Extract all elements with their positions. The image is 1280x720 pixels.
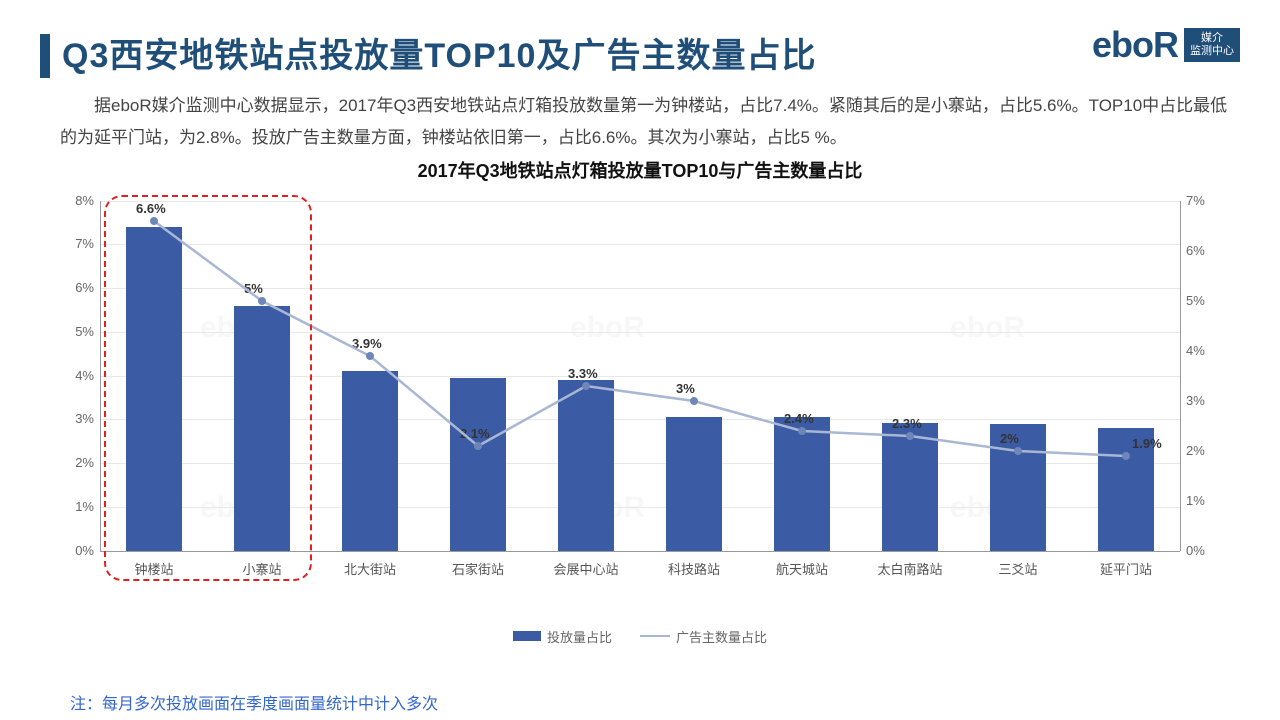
logo-badge: 媒介 监测中心 [1184, 28, 1240, 61]
description-text: 据eboR媒介监测中心数据显示，2017年Q3西安地铁站点灯箱投放数量第一为钟楼… [0, 78, 1280, 155]
title-accent-bar [40, 34, 50, 78]
header: Q3西安地铁站点投放量TOP10及广告主数量占比 [0, 0, 1280, 78]
legend-bar-swatch [513, 631, 541, 641]
chart-title: 2017年Q3地铁站点灯箱投放量TOP10与广告主数量占比 [0, 157, 1280, 183]
legend-line-swatch [640, 635, 670, 637]
line-series [50, 191, 1230, 591]
footnote: 注：每月多次投放画面在季度画面量统计中计入多次 [70, 690, 438, 714]
logo: eboR 媒介 监测中心 [1092, 24, 1240, 66]
logo-text: eboR [1092, 24, 1178, 66]
page: Q3西安地铁站点投放量TOP10及广告主数量占比 eboR 媒介 监测中心 据e… [0, 0, 1280, 720]
logo-sub-2: 监测中心 [1190, 45, 1234, 57]
chart-area: eboReboReboReboReboReboR0%1%2%3%4%5%6%7%… [50, 191, 1230, 631]
logo-sub-1: 媒介 [1201, 32, 1223, 44]
page-title: Q3西安地铁站点投放量TOP10及广告主数量占比 [62, 28, 816, 77]
